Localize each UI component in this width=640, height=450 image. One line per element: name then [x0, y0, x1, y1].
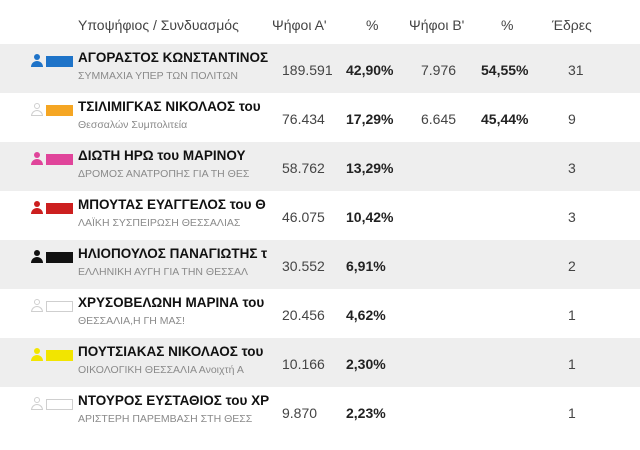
- table-row[interactable]: ΝΤΟΥΡΟΣ ΕΥΣΤΑΘΙΟΣ του ΧΡ ΑΡΙΣΤΕΡΗ ΠΑΡΕΜΒΑ…: [0, 387, 640, 436]
- party-color-swatch: [46, 399, 73, 410]
- party-color-swatch: [46, 203, 73, 214]
- person-icon: [31, 54, 43, 67]
- table-row[interactable]: ΑΓΟΡΑΣΤΟΣ ΚΩΝΣΤΑΝΤΙΝΟΣ ΣΥΜΜΑΧΙΑ ΥΠΕΡ ΤΩΝ …: [0, 44, 640, 93]
- table-row[interactable]: ΧΡΥΣΟΒΕΛΩΝΗ ΜΑΡΙΝΑ του ΘΕΣΣΑΛΙΑ,Η ΓΗ ΜΑΣ!…: [0, 289, 640, 338]
- votes-a: 76.434: [282, 111, 325, 127]
- table-row[interactable]: ΗΛΙΟΠΟΥΛΟΣ ΠΑΝΑΓΙΩΤΗΣ τ ΕΛΛΗΝΙΚΗ ΑΥΓΗ ΓΙΑ…: [0, 240, 640, 289]
- header-candidate: Υποψήφιος / Συνδυασμός: [78, 17, 239, 33]
- pct-a: 4,62%: [346, 307, 386, 323]
- pct-a: 10,42%: [346, 209, 394, 225]
- person-icon: [31, 397, 43, 410]
- candidate-name[interactable]: ΧΡΥΣΟΒΕΛΩΝΗ ΜΑΡΙΝΑ του: [78, 295, 265, 310]
- party-name: ΟΙΚΟΛΟΓΙΚΗ ΘΕΣΣΑΛΙΑ Ανοιχτή Α: [78, 364, 244, 376]
- votes-b: 6.645: [421, 111, 457, 127]
- seats: 1: [568, 405, 576, 421]
- party-markers: [31, 348, 77, 362]
- party-name: ΣΥΜΜΑΧΙΑ ΥΠΕΡ ΤΩΝ ΠΟΛΙΤΩΝ: [78, 70, 238, 82]
- table-header: Υποψήφιος / Συνδυασμός Ψήφοι Α' % Ψήφοι …: [0, 0, 640, 44]
- seats: 31: [568, 62, 584, 78]
- party-markers: [31, 152, 77, 166]
- header-pct-b: %: [501, 17, 514, 33]
- candidate-name[interactable]: ΔΙΩΤΗ ΗΡΩ του ΜΑΡΙΝΟΥ: [78, 148, 246, 163]
- seats: 9: [568, 111, 576, 127]
- person-icon: [31, 152, 43, 165]
- votes-b: 7.976: [421, 62, 457, 78]
- pct-b: 45,44%: [481, 111, 529, 127]
- candidate-name[interactable]: ΤΣΙΛΙΜΙΓΚΑΣ ΝΙΚΟΛΑΟΣ του: [78, 99, 261, 114]
- seats: 1: [568, 307, 576, 323]
- party-name: ΑΡΙΣΤΕΡΗ ΠΑΡΕΜΒΑΣΗ ΣΤΗ ΘΕΣΣ: [78, 413, 253, 425]
- pct-a: 42,90%: [346, 62, 394, 78]
- party-name: ΛΑΪΚΗ ΣΥΣΠΕΙΡΩΣΗ ΘΕΣΣΑΛΙΑΣ: [78, 217, 241, 229]
- seats: 1: [568, 356, 576, 372]
- party-name: ΔΡΟΜΟΣ ΑΝΑΤΡΟΠΗΣ ΓΙΑ ΤΗ ΘΕΣ: [78, 168, 250, 180]
- seats: 2: [568, 258, 576, 274]
- votes-a: 9.870: [282, 405, 318, 421]
- person-icon: [31, 201, 43, 214]
- header-votes-b: Ψήφοι Β': [409, 17, 465, 33]
- person-icon: [31, 299, 43, 312]
- party-markers: [31, 54, 77, 68]
- person-icon: [31, 250, 43, 263]
- party-markers: [31, 397, 77, 411]
- party-markers: [31, 103, 77, 117]
- party-markers: [31, 201, 77, 215]
- votes-a: 58.762: [282, 160, 325, 176]
- seats: 3: [568, 209, 576, 225]
- header-pct-a: %: [366, 17, 379, 33]
- party-color-swatch: [46, 154, 73, 165]
- table-row[interactable]: ΜΠΟΥΤΑΣ ΕΥΑΓΓΕΛΟΣ του Θ ΛΑΪΚΗ ΣΥΣΠΕΙΡΩΣΗ …: [0, 191, 640, 240]
- table-row[interactable]: ΔΙΩΤΗ ΗΡΩ του ΜΑΡΙΝΟΥ ΔΡΟΜΟΣ ΑΝΑΤΡΟΠΗΣ ΓΙ…: [0, 142, 640, 191]
- header-seats: Έδρες: [552, 17, 592, 33]
- pct-a: 17,29%: [346, 111, 394, 127]
- candidate-name[interactable]: ΑΓΟΡΑΣΤΟΣ ΚΩΝΣΤΑΝΤΙΝΟΣ: [78, 50, 269, 65]
- person-icon: [31, 103, 43, 116]
- seats: 3: [568, 160, 576, 176]
- votes-a: 189.591: [282, 62, 333, 78]
- party-markers: [31, 299, 77, 313]
- party-name: ΕΛΛΗΝΙΚΗ ΑΥΓΗ ΓΙΑ ΤΗΝ ΘΕΣΣΑΛ: [78, 266, 249, 278]
- pct-a: 2,23%: [346, 405, 386, 421]
- votes-a: 10.166: [282, 356, 325, 372]
- votes-a: 30.552: [282, 258, 325, 274]
- pct-b: 54,55%: [481, 62, 529, 78]
- header-votes-a: Ψήφοι Α': [272, 17, 327, 33]
- votes-a: 46.075: [282, 209, 325, 225]
- votes-a: 20.456: [282, 307, 325, 323]
- party-name: ΘΕΣΣΑΛΙΑ,Η ΓΗ ΜΑΣ!: [78, 315, 185, 327]
- table-row[interactable]: ΤΣΙΛΙΜΙΓΚΑΣ ΝΙΚΟΛΑΟΣ του Θεσσαλών Συμπολι…: [0, 93, 640, 142]
- pct-a: 2,30%: [346, 356, 386, 372]
- party-markers: [31, 250, 77, 264]
- person-icon: [31, 348, 43, 361]
- party-color-swatch: [46, 301, 73, 312]
- party-color-swatch: [46, 350, 73, 361]
- pct-a: 13,29%: [346, 160, 394, 176]
- candidate-name[interactable]: ΝΤΟΥΡΟΣ ΕΥΣΤΑΘΙΟΣ του ΧΡ: [78, 393, 270, 408]
- party-color-swatch: [46, 56, 73, 67]
- party-color-swatch: [46, 252, 73, 263]
- candidate-name[interactable]: ΗΛΙΟΠΟΥΛΟΣ ΠΑΝΑΓΙΩΤΗΣ τ: [78, 246, 268, 261]
- pct-a: 6,91%: [346, 258, 386, 274]
- candidate-name[interactable]: ΠΟΥΤΣΙΑΚΑΣ ΝΙΚΟΛΑΟΣ του: [78, 344, 264, 359]
- candidate-name[interactable]: ΜΠΟΥΤΑΣ ΕΥΑΓΓΕΛΟΣ του Θ: [78, 197, 266, 212]
- table-row[interactable]: ΠΟΥΤΣΙΑΚΑΣ ΝΙΚΟΛΑΟΣ του ΟΙΚΟΛΟΓΙΚΗ ΘΕΣΣΑΛ…: [0, 338, 640, 387]
- party-name: Θεσσαλών Συμπολιτεία: [78, 119, 188, 131]
- party-color-swatch: [46, 105, 73, 116]
